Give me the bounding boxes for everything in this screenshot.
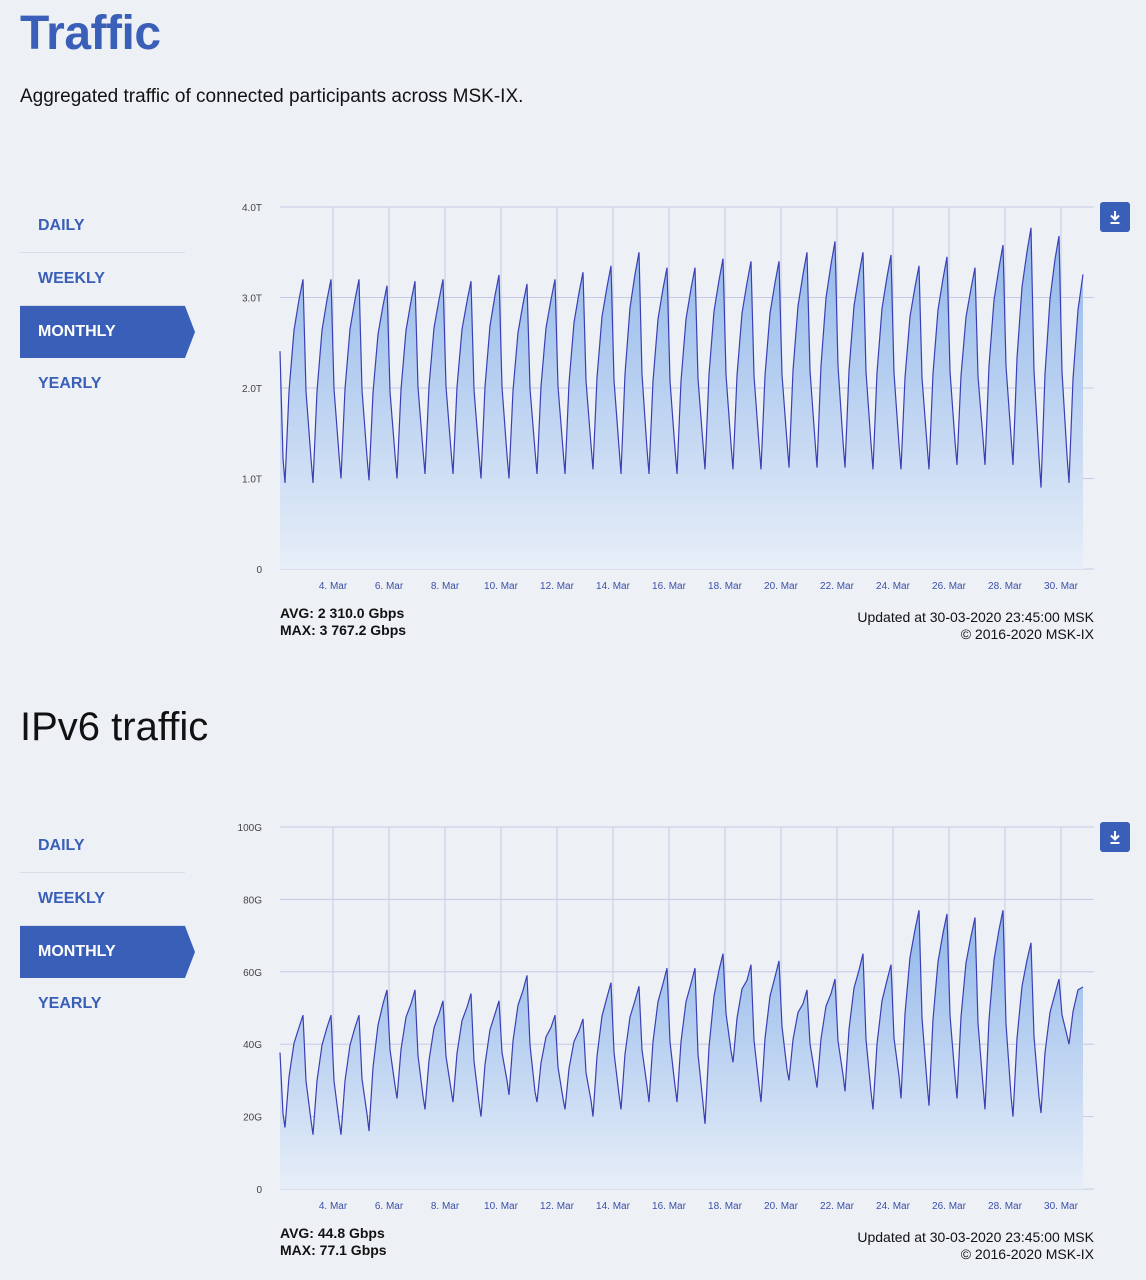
- copyright: © 2016-2020 MSK-IX: [960, 626, 1094, 642]
- x-tick-label: 4. Mar: [319, 1201, 348, 1212]
- x-tick-label: 28. Mar: [988, 1201, 1023, 1212]
- y-tick-label: 40G: [243, 1040, 262, 1051]
- x-tick-label: 20. Mar: [764, 1201, 799, 1212]
- download-button-ipv6[interactable]: [1100, 822, 1130, 852]
- y-tick-label: 3.0T: [242, 294, 262, 305]
- period-nav-ipv6: DAILY WEEKLY MONTHLY YEARLY: [20, 820, 195, 1030]
- copyright: © 2016-2020 MSK-IX: [960, 1246, 1094, 1262]
- x-tick-label: 8. Mar: [431, 1201, 460, 1212]
- x-tick-label: 6. Mar: [375, 1201, 404, 1212]
- x-tick-label: 12. Mar: [540, 581, 575, 592]
- y-tick-label: 1.0T: [242, 475, 262, 486]
- traffic-meta: Updated at 30-03-2020 23:45:00 MSK © 201…: [857, 609, 1094, 643]
- x-tick-label: 30. Mar: [1044, 581, 1079, 592]
- x-tick-label: 22. Mar: [820, 1201, 855, 1212]
- avg-value: AVG: 44.8 Gbps: [280, 1225, 385, 1241]
- period-tab-monthly[interactable]: MONTHLY: [20, 306, 195, 358]
- x-tick-label: 6. Mar: [375, 581, 404, 592]
- max-value: MAX: 77.1 Gbps: [280, 1242, 387, 1258]
- updated-at: Updated at 30-03-2020 23:45:00 MSK: [857, 1229, 1094, 1245]
- x-tick-label: 24. Mar: [876, 581, 911, 592]
- x-tick-label: 14. Mar: [596, 1201, 631, 1212]
- y-tick-label: 4.0T: [242, 203, 262, 214]
- period-tab-monthly[interactable]: MONTHLY: [20, 926, 195, 978]
- avg-value: AVG: 2 310.0 Gbps: [280, 605, 405, 621]
- y-tick-label: 60G: [243, 968, 262, 979]
- x-tick-label: 22. Mar: [820, 581, 855, 592]
- x-tick-label: 14. Mar: [596, 581, 631, 592]
- x-tick-label: 10. Mar: [484, 581, 519, 592]
- period-nav: DAILY WEEKLY MONTHLY YEARLY: [20, 200, 195, 410]
- y-tick-label: 0: [256, 1185, 262, 1196]
- download-icon: [1110, 831, 1120, 844]
- x-tick-label: 16. Mar: [652, 581, 687, 592]
- period-tab-yearly[interactable]: YEARLY: [38, 375, 102, 392]
- max-value: MAX: 3 767.2 Gbps: [280, 622, 407, 638]
- x-tick-label: 8. Mar: [431, 581, 460, 592]
- x-tick-label: 28. Mar: [988, 581, 1023, 592]
- page-title: Traffic: [20, 7, 161, 60]
- x-tick-label: 12. Mar: [540, 1201, 575, 1212]
- ipv6-stats: AVG: 44.8 Gbps MAX: 77.1 Gbps: [280, 1225, 387, 1259]
- series-line: [279, 910, 1084, 1135]
- traffic-stats: AVG: 2 310.0 Gbps MAX: 3 767.2 Gbps: [280, 605, 406, 639]
- y-tick-label: 100G: [238, 823, 263, 834]
- period-tab-daily[interactable]: DAILY: [20, 200, 185, 253]
- y-tick-label: 2.0T: [242, 384, 262, 395]
- ipv6-meta: Updated at 30-03-2020 23:45:00 MSK © 201…: [857, 1229, 1094, 1263]
- y-tick-label: 80G: [243, 895, 262, 906]
- updated-at: Updated at 30-03-2020 23:45:00 MSK: [857, 609, 1094, 625]
- x-tick-label: 16. Mar: [652, 1201, 687, 1212]
- page-subtitle: Aggregated traffic of connected particip…: [20, 86, 524, 107]
- x-tick-label: 10. Mar: [484, 1201, 519, 1212]
- y-tick-label: 20G: [243, 1113, 262, 1124]
- x-tick-label: 18. Mar: [708, 581, 743, 592]
- x-tick-label: 4. Mar: [319, 581, 348, 592]
- series-area: [280, 910, 1083, 1189]
- x-tick-label: 20. Mar: [764, 581, 799, 592]
- series-line: [279, 227, 1084, 488]
- ipv6-section-title: IPv6 traffic: [20, 705, 209, 749]
- x-tick-label: 30. Mar: [1044, 1201, 1079, 1212]
- x-tick-label: 18. Mar: [708, 1201, 743, 1212]
- period-tab-daily[interactable]: DAILY: [20, 820, 185, 873]
- download-icon: [1110, 211, 1120, 224]
- traffic-chart: 0 1.0T 2.0T 3.0T 4.0T 4. Mar 6. Mar 8. Mar 10. M…: [242, 203, 1094, 592]
- download-button[interactable]: [1100, 202, 1130, 232]
- x-tick-label: 26. Mar: [932, 581, 967, 592]
- x-tick-label: 24. Mar: [876, 1201, 911, 1212]
- y-tick-label: 0: [256, 565, 262, 576]
- x-tick-label: 26. Mar: [932, 1201, 967, 1212]
- period-tab-weekly[interactable]: WEEKLY: [20, 253, 185, 306]
- period-tab-weekly[interactable]: WEEKLY: [20, 873, 185, 926]
- period-tab-yearly[interactable]: YEARLY: [38, 995, 102, 1012]
- ipv6-traffic-chart: 0 20G 40G 60G 80G 100G 4. Mar 6. Mar 8. Mar 10. M…: [238, 823, 1094, 1212]
